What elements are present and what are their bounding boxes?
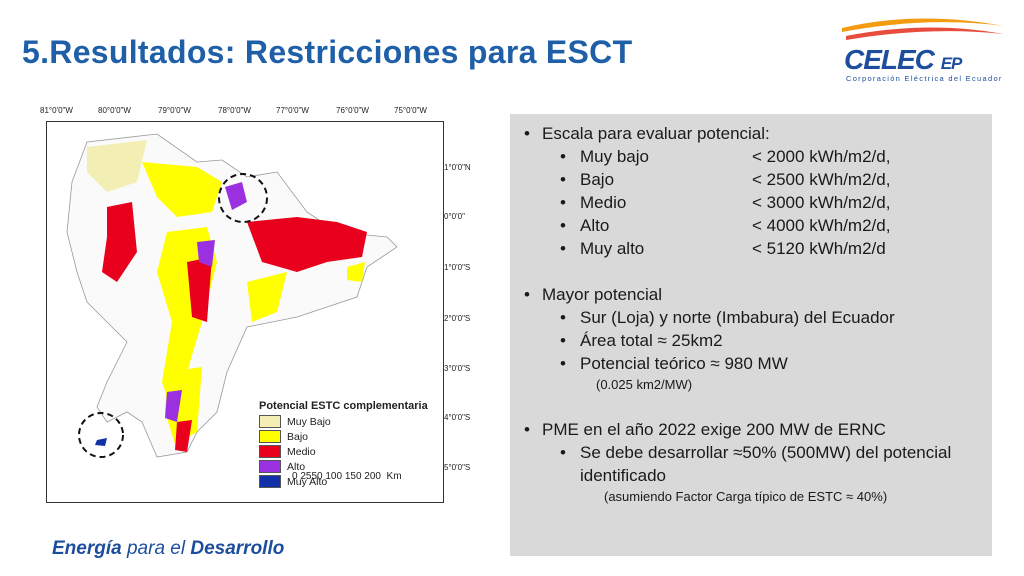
legend-swatch — [259, 430, 281, 443]
level-item: Muy alto< 5120 kWh/m2/d — [518, 237, 978, 260]
level-item: Muy bajo< 2000 kWh/m2/d, — [518, 145, 978, 168]
lat-tick: 4°0'0"S — [444, 413, 471, 422]
zone-medio — [247, 217, 367, 272]
mayor-note: (0.025 km2/MW) — [596, 377, 693, 392]
legend-item: Muy Alto — [259, 474, 459, 489]
level-item: Alto< 4000 kWh/m2/d, — [518, 214, 978, 237]
level-item: Bajo< 2500 kWh/m2/d, — [518, 168, 978, 191]
zone-alto — [197, 240, 215, 267]
legend-label: Muy Alto — [287, 475, 328, 488]
lon-tick: 79°0'0"W — [158, 106, 191, 115]
lat-tick: 1°0'0"S — [444, 263, 471, 272]
lat-tick: 2°0'0"S — [444, 314, 471, 323]
zone-muy-alto — [95, 438, 107, 446]
zone-muy-bajo — [87, 140, 147, 192]
zone-bajo — [347, 262, 365, 282]
logo-name: CELEC EP — [844, 44, 962, 75]
legend-label: Alto — [287, 460, 306, 473]
legend-swatch — [259, 415, 281, 428]
legend-label: Bajo — [287, 430, 309, 443]
lat-tick: 5°0'0"S — [444, 463, 471, 472]
zone-medio — [187, 257, 212, 322]
pme-title: PME en el año 2022 exige 200 MW de ERNC — [518, 418, 978, 441]
mayor-item: Área total ≈ 25km2 — [518, 329, 978, 352]
zone-bajo — [165, 367, 202, 444]
lon-tick: 77°0'0"W — [276, 106, 309, 115]
legend-title: Potencial ESTC complementaria — [259, 400, 428, 412]
zone-medio — [175, 420, 192, 452]
highlight-circle-south — [78, 412, 124, 458]
zone-medio — [102, 202, 137, 282]
zone-bajo — [142, 162, 222, 217]
lon-tick: 80°0'0"W — [98, 106, 131, 115]
legend-label: Muy Bajo — [287, 415, 331, 428]
zone-bajo — [247, 272, 287, 322]
spacer — [518, 260, 978, 283]
celec-logo: CELEC EP Corporación Eléctrica del Ecuad… — [838, 14, 1008, 84]
country-outline — [66, 133, 398, 458]
pme-item: Se debe desarrollar ≈50% (500MW) del pot… — [518, 441, 978, 487]
ecuador-solar-map: 81°0'0"W 80°0'0"W 79°0'0"W 78°0'0"W 77°0… — [30, 103, 500, 507]
lon-tick: 81°0'0"W — [40, 106, 73, 115]
logo-subtitle: Corporación Eléctrica del Ecuador — [846, 74, 1003, 83]
zone-alto — [165, 390, 182, 422]
legend-label: Medio — [287, 445, 316, 458]
lon-tick: 76°0'0"W — [336, 106, 369, 115]
spacer — [518, 395, 978, 418]
footer-slogan: Energía para el Desarrollo — [52, 538, 285, 559]
legend-swatch — [259, 460, 281, 473]
lat-tick: 1°0'0"N — [444, 163, 471, 172]
lon-tick: 75°0'0"W — [394, 106, 427, 115]
pme-note: (asumiendo Factor Carga típico de ESTC ≈… — [604, 489, 888, 504]
lon-tick: 78°0'0"W — [218, 106, 251, 115]
results-list: Escala para evaluar potencial: Muy bajo<… — [518, 122, 978, 507]
mayor-title: Mayor potencial — [518, 283, 978, 306]
map-canvas — [66, 133, 398, 458]
logo-swoosh-icon — [842, 18, 1004, 40]
legend-swatch — [259, 475, 281, 488]
escala-title: Escala para evaluar potencial: — [518, 122, 978, 145]
legend-item: Alto — [259, 459, 459, 474]
map-frame: Potencial ESTC complementaria Muy Bajo B… — [46, 121, 444, 503]
legend-item: Medio — [259, 444, 459, 459]
legend-item: Muy Bajo — [259, 414, 459, 429]
legend-swatch — [259, 445, 281, 458]
lat-tick: 3°0'0"S — [444, 364, 471, 373]
highlight-circle-north — [218, 173, 268, 223]
slide-title: 5.Resultados: Restricciones para ESCT — [22, 34, 633, 70]
scale-bar: 0 2550 100 150 200 Km — [292, 471, 402, 482]
mayor-item: Sur (Loja) y norte (Imbabura) del Ecuado… — [518, 306, 978, 329]
legend-item: Bajo — [259, 429, 459, 444]
results-panel: Escala para evaluar potencial: Muy bajo<… — [510, 114, 992, 556]
map-legend: Potencial ESTC complementaria Muy Bajo B… — [259, 400, 459, 520]
mayor-item: Potencial teórico ≈ 980 MW — [518, 352, 978, 375]
zone-alto — [225, 182, 247, 210]
level-item: Medio< 3000 kWh/m2/d, — [518, 191, 978, 214]
lat-tick: 0°0'0" — [444, 212, 465, 221]
